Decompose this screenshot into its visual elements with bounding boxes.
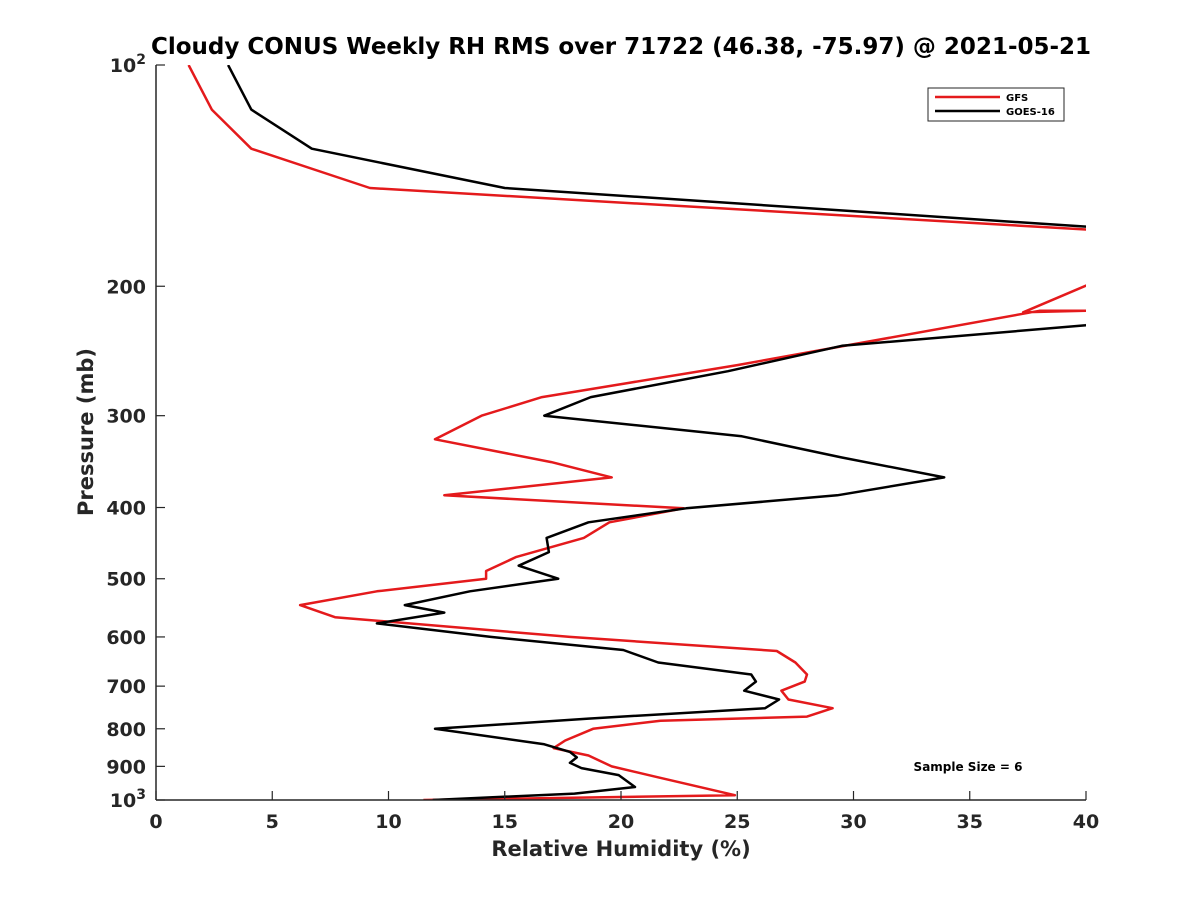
series-line-gfs bbox=[187, 65, 1086, 800]
x-axis-ticks: 0 5 10 15 20 25 30 35 40 bbox=[149, 791, 1099, 833]
plot-area bbox=[156, 65, 1086, 800]
y-tick-label: 800 bbox=[106, 719, 146, 741]
x-tick-label: 40 bbox=[1073, 811, 1099, 833]
x-tick-label: 0 bbox=[149, 811, 162, 833]
x-tick-label: 10 bbox=[375, 811, 401, 833]
y-tick-label: 200 bbox=[106, 276, 146, 298]
legend-label-gfs: GFS bbox=[1006, 93, 1028, 104]
legend-label-goes-16: GOES-16 bbox=[1006, 107, 1055, 118]
legend: GFS GOES-16 bbox=[927, 87, 1065, 122]
x-tick-label: 25 bbox=[724, 811, 750, 833]
y-tick-label: 300 bbox=[106, 406, 146, 428]
y-tick-label: 600 bbox=[106, 627, 146, 649]
y-tick-label: 400 bbox=[106, 498, 146, 520]
y-axis-ticks: 102 200 300 400 500 600 700 800 900 103 bbox=[106, 52, 165, 812]
x-tick-label: 20 bbox=[608, 811, 634, 833]
y-tick-label: 102 bbox=[110, 52, 146, 77]
x-tick-label: 35 bbox=[957, 811, 983, 833]
y-tick-label: 500 bbox=[106, 569, 146, 591]
y-axis-label: Pressure (mb) bbox=[74, 348, 98, 516]
y-tick-label: 900 bbox=[106, 756, 146, 778]
legend-box bbox=[927, 87, 1065, 122]
y-tick-label: 103 bbox=[110, 787, 146, 812]
sample-size-annotation: Sample Size = 6 bbox=[914, 760, 1023, 774]
y-tick-label: 700 bbox=[106, 676, 146, 698]
x-tick-label: 5 bbox=[266, 811, 279, 833]
series-line-goes-16 bbox=[226, 65, 1086, 800]
x-axis-label: Relative Humidity (%) bbox=[491, 837, 750, 861]
x-tick-label: 15 bbox=[492, 811, 518, 833]
chart-title: Cloudy CONUS Weekly RH RMS over 71722 (4… bbox=[151, 34, 1091, 60]
x-tick-label: 30 bbox=[840, 811, 866, 833]
series-layer bbox=[187, 65, 1086, 800]
